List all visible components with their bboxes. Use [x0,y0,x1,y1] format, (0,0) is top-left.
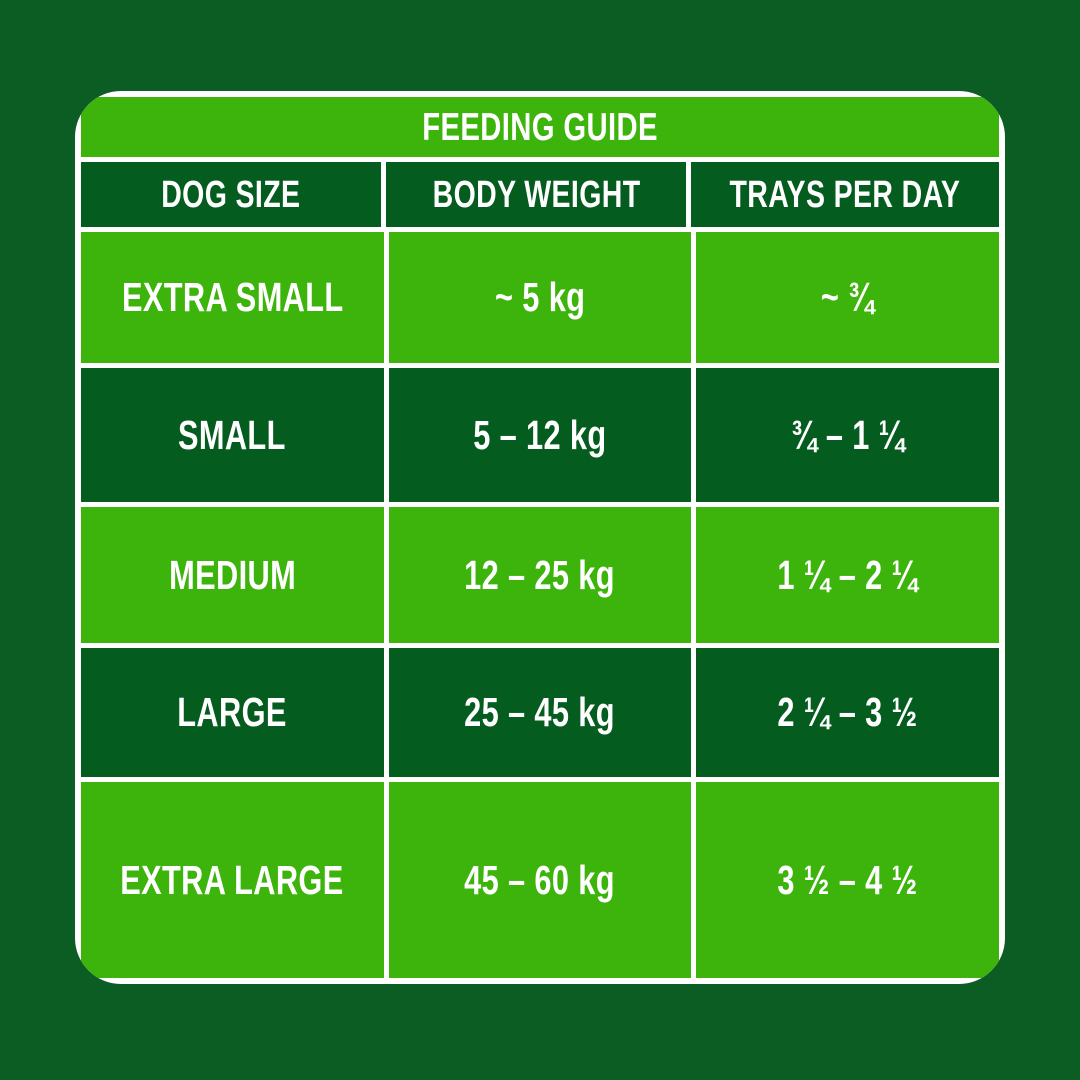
column-header-body-weight: BODY WEIGHT [386,162,687,227]
cell-body-weight: 45 – 60 kg [388,782,692,978]
cell-body-weight: ~ 5 kg [388,232,692,363]
trays-per-day-value: ~ ¾ [821,274,875,320]
cell-dog-size: LARGE [81,648,384,777]
body-weight-value: 5 – 12 kg [473,411,607,458]
dog-size-value: EXTRA SMALL [121,274,344,320]
trays-per-day-value: 3 ½ – 4 ½ [777,856,918,903]
cell-trays-per-day: ¾ – 1 ¼ [696,368,999,502]
cell-dog-size: MEDIUM [81,507,384,643]
column-header-trays-per-day-label: TRAYS PER DAY [729,173,961,216]
table-title-band: FEEDING GUIDE [81,97,999,157]
cell-body-weight: 5 – 12 kg [388,368,692,502]
table-row-large: LARGE 25 – 45 kg 2 ¼ – 3 ½ [81,648,999,777]
column-header-body-weight-label: BODY WEIGHT [432,173,641,216]
body-weight-value: ~ 5 kg [494,274,586,320]
cell-dog-size: SMALL [81,368,384,502]
body-weight-value: 45 – 60 kg [464,856,616,903]
dog-size-value: EXTRA LARGE [120,856,345,903]
column-header-row: DOG SIZE BODY WEIGHT TRAYS PER DAY [81,162,999,227]
body-weight-value: 12 – 25 kg [464,551,616,598]
table-row-small: SMALL 5 – 12 kg ¾ – 1 ¼ [81,368,999,502]
table-row-medium: MEDIUM 12 – 25 kg 1 ¼ – 2 ¼ [81,507,999,643]
table-title: FEEDING GUIDE [422,105,658,149]
column-header-dog-size-label: DOG SIZE [161,173,301,216]
cell-body-weight: 12 – 25 kg [388,507,692,643]
cell-dog-size: EXTRA SMALL [81,232,384,363]
table-row-extra-large: EXTRA LARGE 45 – 60 kg 3 ½ – 4 ½ [81,782,999,978]
dog-size-value: LARGE [177,689,288,735]
trays-per-day-value: 2 ¼ – 3 ½ [777,689,918,735]
cell-trays-per-day: 2 ¼ – 3 ½ [696,648,999,777]
cell-trays-per-day: 1 ¼ – 2 ¼ [696,507,999,643]
column-header-trays-per-day: TRAYS PER DAY [691,162,999,227]
trays-per-day-value: 1 ¼ – 2 ¼ [777,551,918,598]
cell-trays-per-day: ~ ¾ [696,232,999,363]
cell-trays-per-day: 3 ½ – 4 ½ [696,782,999,978]
cell-body-weight: 25 – 45 kg [388,648,692,777]
feeding-guide-table: FEEDING GUIDE DOG SIZE BODY WEIGHT TRAYS… [75,91,1005,984]
trays-per-day-value: ¾ – 1 ¼ [790,411,905,458]
dog-size-value: MEDIUM [168,551,296,598]
column-header-dog-size: DOG SIZE [81,162,382,227]
body-weight-value: 25 – 45 kg [464,689,616,735]
table-row-extra-small: EXTRA SMALL ~ 5 kg ~ ¾ [81,232,999,363]
cell-dog-size: EXTRA LARGE [81,782,384,978]
dog-size-value: SMALL [178,411,287,458]
